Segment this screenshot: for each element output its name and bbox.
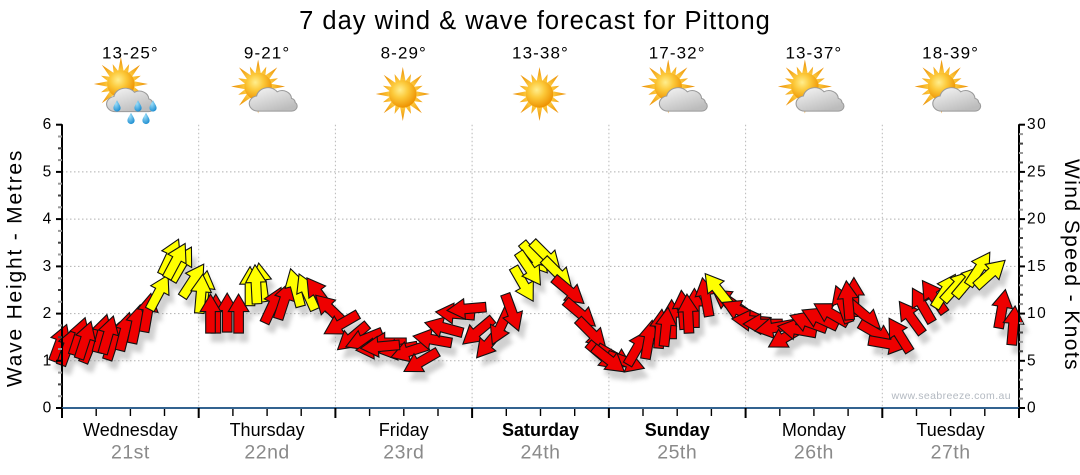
- svg-text:0: 0: [43, 400, 52, 417]
- svg-text:3: 3: [43, 258, 52, 275]
- svg-text:21st: 21st: [111, 442, 150, 464]
- svg-text:18-39°: 18-39°: [922, 44, 979, 63]
- svg-text:8-29°: 8-29°: [381, 44, 427, 63]
- svg-text:Saturday: Saturday: [502, 420, 579, 440]
- svg-text:26th: 26th: [794, 442, 834, 464]
- svg-text:13-37°: 13-37°: [785, 44, 842, 63]
- svg-text:23rd: 23rd: [383, 442, 424, 464]
- svg-text:Friday: Friday: [379, 420, 429, 440]
- svg-text:6: 6: [43, 116, 52, 133]
- svg-text:7 day wind & wave forecast for: 7 day wind & wave forecast for Pittong: [299, 7, 771, 35]
- svg-text:0: 0: [1027, 400, 1037, 417]
- svg-text:22nd: 22nd: [244, 442, 289, 464]
- svg-text:30: 30: [1027, 116, 1047, 133]
- svg-text:2: 2: [43, 305, 52, 322]
- svg-text:1: 1: [43, 352, 52, 369]
- svg-text:Tuesday: Tuesday: [916, 420, 984, 440]
- svg-text:www.seabreeze.com.au: www.seabreeze.com.au: [891, 390, 1011, 402]
- svg-text:25: 25: [1027, 163, 1047, 180]
- svg-text:Monday: Monday: [782, 420, 846, 440]
- svg-text:13-25°: 13-25°: [102, 44, 159, 63]
- svg-text:4: 4: [43, 211, 52, 228]
- svg-text:Wednesday: Wednesday: [83, 420, 178, 440]
- svg-text:5: 5: [43, 163, 52, 180]
- svg-text:5: 5: [1027, 352, 1037, 369]
- svg-text:Thursday: Thursday: [230, 420, 305, 440]
- svg-text:10: 10: [1027, 305, 1047, 322]
- svg-text:Wind Speed - Knots: Wind Speed - Knots: [1060, 159, 1080, 371]
- svg-text:Sunday: Sunday: [645, 420, 710, 440]
- svg-text:9-21°: 9-21°: [244, 44, 290, 63]
- svg-text:24th: 24th: [521, 442, 561, 464]
- svg-text:20: 20: [1027, 211, 1047, 228]
- svg-text:25th: 25th: [657, 442, 697, 464]
- svg-text:13-38°: 13-38°: [512, 44, 569, 63]
- svg-text:15: 15: [1027, 258, 1047, 275]
- svg-text:Wave Height - Metres: Wave Height - Metres: [4, 149, 27, 387]
- svg-text:17-32°: 17-32°: [649, 44, 706, 63]
- svg-text:27th: 27th: [931, 442, 971, 464]
